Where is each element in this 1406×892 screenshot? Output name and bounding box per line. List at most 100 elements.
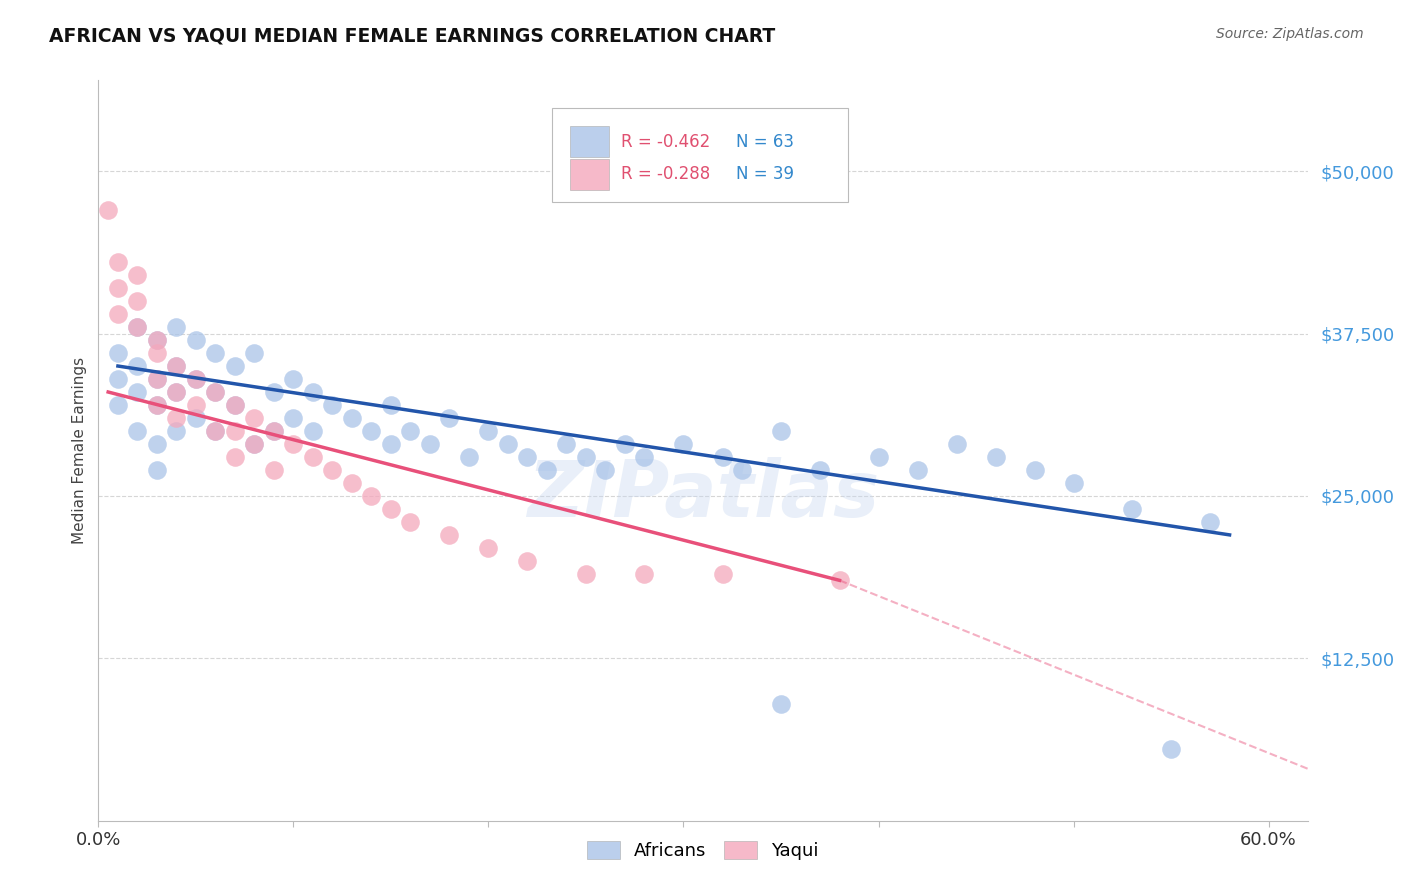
Point bbox=[165, 411, 187, 425]
Point bbox=[184, 372, 207, 386]
Point bbox=[107, 346, 129, 360]
Point bbox=[828, 574, 851, 588]
Point bbox=[439, 411, 461, 425]
Point bbox=[204, 384, 226, 399]
Point bbox=[360, 489, 382, 503]
Point bbox=[146, 463, 169, 477]
Point bbox=[127, 294, 149, 309]
Point bbox=[711, 566, 734, 581]
Text: ZIPatlas: ZIPatlas bbox=[527, 457, 879, 533]
Point bbox=[243, 346, 266, 360]
Point bbox=[263, 463, 285, 477]
Point bbox=[127, 424, 149, 438]
Point bbox=[496, 437, 519, 451]
Point bbox=[321, 463, 343, 477]
Point bbox=[575, 450, 598, 464]
Point bbox=[263, 424, 285, 438]
Point bbox=[146, 398, 169, 412]
Point bbox=[243, 437, 266, 451]
Point bbox=[165, 384, 187, 399]
Point bbox=[769, 697, 792, 711]
Text: R = -0.462: R = -0.462 bbox=[621, 133, 710, 151]
Point bbox=[127, 384, 149, 399]
Point bbox=[146, 398, 169, 412]
Point bbox=[380, 437, 402, 451]
Point bbox=[263, 384, 285, 399]
Point bbox=[984, 450, 1007, 464]
Point bbox=[107, 281, 129, 295]
Point bbox=[555, 437, 578, 451]
Text: N = 63: N = 63 bbox=[735, 133, 793, 151]
Point bbox=[165, 384, 187, 399]
Point bbox=[633, 566, 655, 581]
Point bbox=[711, 450, 734, 464]
Point bbox=[107, 307, 129, 321]
Point bbox=[107, 255, 129, 269]
Point bbox=[204, 424, 226, 438]
Point bbox=[146, 346, 169, 360]
Point bbox=[516, 450, 538, 464]
Point bbox=[380, 398, 402, 412]
Point bbox=[224, 450, 246, 464]
Point bbox=[283, 372, 305, 386]
Point bbox=[204, 346, 226, 360]
Point bbox=[263, 424, 285, 438]
Point bbox=[184, 333, 207, 347]
Point bbox=[127, 268, 149, 282]
Point bbox=[321, 398, 343, 412]
Bar bbox=[569, 126, 609, 157]
Point bbox=[224, 424, 246, 438]
Point bbox=[769, 424, 792, 438]
Point bbox=[458, 450, 481, 464]
Text: N = 39: N = 39 bbox=[735, 165, 793, 183]
Point bbox=[672, 437, 695, 451]
Point bbox=[184, 372, 207, 386]
Point bbox=[633, 450, 655, 464]
Point bbox=[808, 463, 831, 477]
Point bbox=[243, 411, 266, 425]
Point bbox=[595, 463, 617, 477]
Point bbox=[165, 424, 187, 438]
Point bbox=[184, 398, 207, 412]
Point bbox=[283, 411, 305, 425]
Point bbox=[1121, 502, 1143, 516]
Point bbox=[107, 398, 129, 412]
Point bbox=[1024, 463, 1046, 477]
Point bbox=[1063, 475, 1085, 490]
Point bbox=[204, 424, 226, 438]
Y-axis label: Median Female Earnings: Median Female Earnings bbox=[72, 357, 87, 544]
Point bbox=[477, 424, 499, 438]
Point bbox=[731, 463, 754, 477]
Point bbox=[380, 502, 402, 516]
Point bbox=[127, 359, 149, 373]
Text: AFRICAN VS YAQUI MEDIAN FEMALE EARNINGS CORRELATION CHART: AFRICAN VS YAQUI MEDIAN FEMALE EARNINGS … bbox=[49, 27, 776, 45]
Point bbox=[575, 566, 598, 581]
Point bbox=[399, 515, 422, 529]
Point bbox=[302, 384, 325, 399]
Point bbox=[945, 437, 967, 451]
Point bbox=[107, 372, 129, 386]
Point bbox=[184, 411, 207, 425]
Point bbox=[907, 463, 929, 477]
Point bbox=[868, 450, 890, 464]
Point bbox=[536, 463, 558, 477]
Point bbox=[302, 450, 325, 464]
Point bbox=[302, 424, 325, 438]
Legend: Africans, Yaqui: Africans, Yaqui bbox=[579, 833, 827, 867]
Point bbox=[516, 554, 538, 568]
Point bbox=[224, 398, 246, 412]
Point bbox=[283, 437, 305, 451]
Point bbox=[439, 528, 461, 542]
Point bbox=[243, 437, 266, 451]
Point bbox=[127, 320, 149, 334]
Point bbox=[340, 475, 363, 490]
Point bbox=[419, 437, 441, 451]
Bar bbox=[569, 159, 609, 190]
Point bbox=[165, 320, 187, 334]
Point bbox=[165, 359, 187, 373]
Point bbox=[97, 203, 120, 218]
Point bbox=[1199, 515, 1222, 529]
FancyBboxPatch shape bbox=[551, 108, 848, 202]
Point bbox=[224, 359, 246, 373]
Point bbox=[146, 372, 169, 386]
